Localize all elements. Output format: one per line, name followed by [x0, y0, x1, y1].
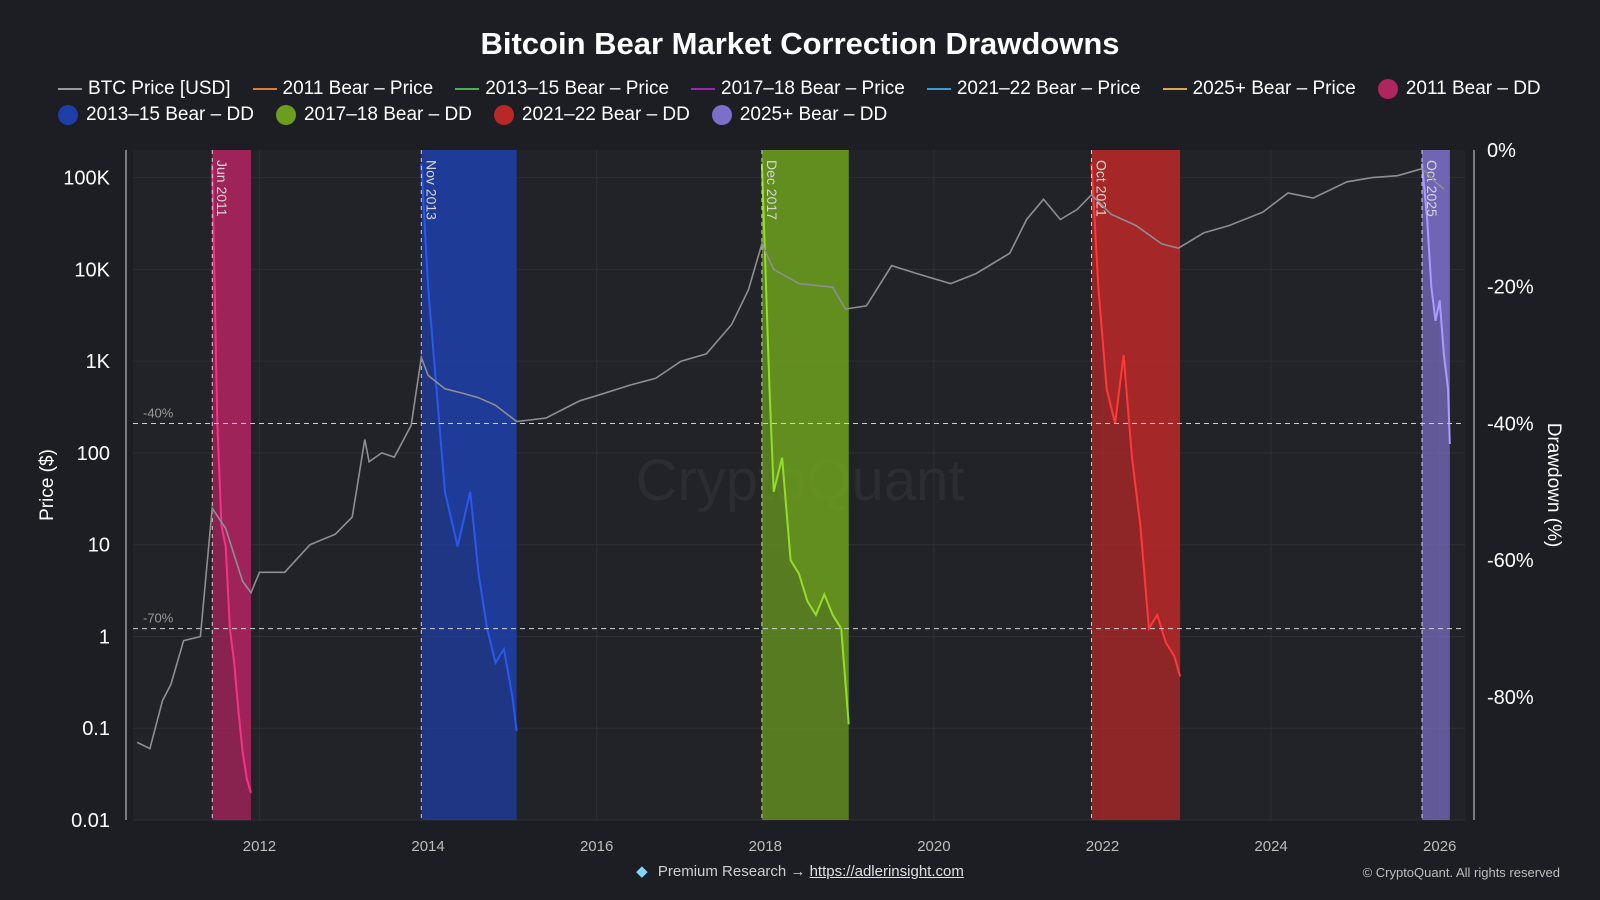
- legend-label: 2017–18 Bear – Price: [721, 78, 905, 99]
- x-tick-label: 2014: [411, 838, 444, 855]
- y-tick-label: 10: [88, 535, 110, 557]
- drawdown-area: [1091, 150, 1181, 677]
- chart-title: Bitcoin Bear Market Correction Drawdowns: [480, 26, 1120, 61]
- legend-item[interactable]: 2013–15 Bear – Price: [455, 78, 669, 100]
- legend-label: 2011 Bear – Price: [282, 78, 434, 99]
- legend-dot-icon: [1377, 79, 1398, 99]
- legend: BTC Price [USD] 2011 Bear – Price 2013–15 …: [58, 76, 1558, 128]
- reference-label: -70%: [143, 611, 174, 626]
- legend-label: 2025+ Bear – DD: [739, 104, 888, 125]
- drawdown-line: [420, 163, 518, 732]
- legend-item[interactable]: 2011 Bear – Price: [252, 78, 434, 100]
- y2-tick-label: -80%: [1487, 687, 1534, 709]
- y-axis-title: Price ($): [37, 449, 58, 521]
- legend-item[interactable]: 2013–15 Bear – DD: [58, 104, 254, 126]
- legend-item[interactable]: 2021–22 Bear – DD: [493, 104, 690, 126]
- drawdown-area: [761, 150, 849, 725]
- diamond-icon: ◆: [636, 863, 648, 880]
- y2-tick-label: -60%: [1487, 550, 1534, 572]
- legend-item[interactable]: 2011 Bear – DD: [1377, 78, 1541, 100]
- y2-tick-label: -20%: [1487, 277, 1534, 299]
- x-tick-label: 2022: [1086, 838, 1119, 855]
- legend-label: 2021–22 Bear – Price: [956, 78, 1141, 99]
- y-tick-label: 10K: [74, 259, 110, 281]
- y-tick-label: 1: [99, 626, 110, 648]
- legend-item[interactable]: 2025+ Bear – Price: [1162, 78, 1356, 100]
- legend-item[interactable]: 2025+ Bear – DD: [711, 104, 888, 126]
- event-label: Oct 2021: [1094, 160, 1110, 217]
- footer-research: ◆ Premium Research → https://adlerinsigh…: [0, 862, 1600, 880]
- y2-tick-label: -40%: [1487, 413, 1534, 435]
- legend-line-icon: [252, 88, 277, 90]
- x-tick-label: 2016: [580, 838, 613, 855]
- x-tick-label: 2020: [917, 838, 950, 855]
- btc-price-line: [136, 167, 1445, 750]
- drawdown-line: [760, 163, 850, 725]
- legend-label: 2021–22 Bear – DD: [521, 104, 690, 125]
- event-label: Jun 2011: [214, 160, 230, 217]
- drawdown-line: [211, 163, 252, 793]
- legend-label: 2017–18 Bear – DD: [303, 104, 472, 125]
- x-tick-label: 2012: [243, 838, 276, 855]
- x-tick-label: 2026: [1423, 838, 1456, 855]
- legend-item[interactable]: 2017–18 Bear – Price: [691, 78, 905, 100]
- x-tick-label: 2024: [1254, 838, 1287, 855]
- y-tick-label: 1K: [86, 351, 111, 373]
- event-label: Oct 2025: [1424, 160, 1440, 217]
- drawdown-area: [421, 150, 517, 732]
- footer-prefix: Premium Research →: [657, 863, 806, 880]
- legend-line-icon: [1162, 88, 1187, 90]
- y-tick-label: 100: [77, 443, 110, 465]
- drawdown-line: [1090, 163, 1182, 677]
- y2-axis-title: Drawdown (%): [1543, 423, 1564, 548]
- copyright: © CryptoQuant. All rights reserved: [1362, 865, 1560, 880]
- legend-label: 2013–15 Bear – DD: [86, 104, 254, 125]
- legend-line-icon: [58, 88, 82, 90]
- legend-label: 2013–15 Bear – Price: [485, 78, 670, 99]
- y-tick-label: 100K: [63, 168, 110, 190]
- legend-item[interactable]: BTC Price [USD]: [58, 78, 231, 100]
- event-label: Nov 2013: [423, 160, 439, 220]
- legend-line-icon: [926, 88, 951, 90]
- legend-item[interactable]: 2017–18 Bear – DD: [275, 104, 472, 126]
- legend-dot-icon: [711, 105, 732, 125]
- footer-link[interactable]: https://adlerinsight.com: [809, 863, 964, 880]
- legend-label: 2011 Bear – DD: [1405, 78, 1541, 99]
- y2-tick-label: 0%: [1487, 140, 1516, 162]
- legend-row: BTC Price [USD] 2011 Bear – Price 2013–15 …: [58, 76, 1558, 102]
- drawdown-line: [1421, 163, 1451, 445]
- x-tick-label: 2018: [749, 838, 782, 855]
- event-label: Dec 2017: [764, 160, 780, 220]
- drawdown-area: [1422, 150, 1450, 444]
- y-tick-label: 0.1: [82, 718, 110, 740]
- legend-line-icon: [691, 88, 716, 90]
- legend-item[interactable]: 2021–22 Bear – Price: [926, 78, 1141, 100]
- legend-label: BTC Price [USD]: [88, 78, 231, 99]
- legend-row: 2013–15 Bear – DD 2017–18 Bear – DD 2021–2…: [58, 102, 1558, 128]
- legend-dot-icon: [493, 105, 514, 125]
- legend-dot-icon: [275, 105, 296, 125]
- y-tick-label: 0.01: [71, 810, 110, 832]
- drawdown-area: [212, 150, 252, 793]
- legend-dot-icon: [58, 105, 78, 125]
- reference-label: -40%: [143, 405, 174, 420]
- legend-line-icon: [455, 88, 480, 90]
- legend-label: 2025+ Bear – Price: [1192, 78, 1356, 99]
